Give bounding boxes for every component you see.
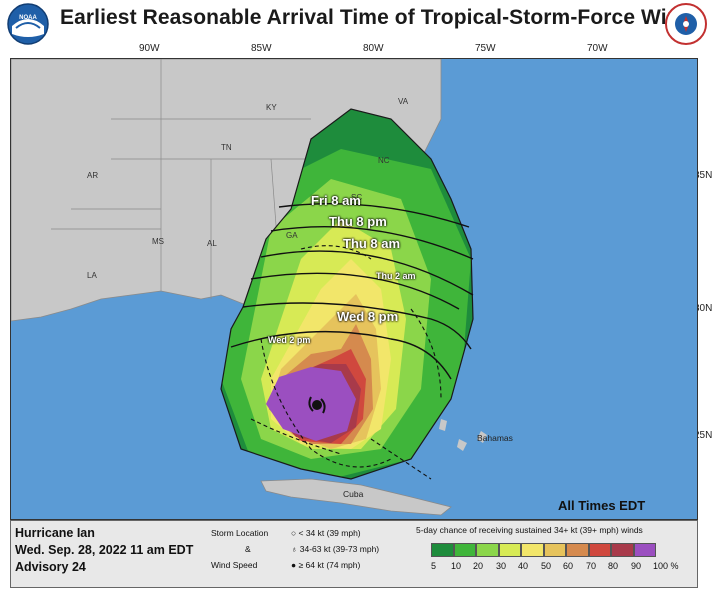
tropical-storm-icon: ♁ [291,544,300,554]
time-label-thu-8am: Thu 8 am [343,236,401,251]
prob-swatch-30 [498,543,521,557]
prob-tick-20: 20 [473,561,484,571]
noaa-logo: NOAA [7,3,49,45]
time-label-wed-2pm: Wed 2 pm [268,335,311,345]
state-label-ga: GA [286,231,298,240]
prob-tick-60: 60 [563,561,574,571]
time-label-fri-8am: Fri 8 am [311,193,361,208]
prob-swatch-5 [431,543,454,557]
longitude-labels: 90W 85W 80W 75W 70W [0,40,716,58]
prob-tick-70: 70 [586,561,597,571]
legend: Hurricane Ian Wed. Sep. 28, 2022 11 am E… [10,520,698,588]
wind-34-63-label: 34-63 kt (39-73 mph) [299,544,380,554]
state-label-ms: MS [152,237,164,246]
probability-color-bar [431,543,656,557]
land-cuba [260,478,452,516]
map: KY VA TN NC AR SC MS AL GA LA Bahamas Cu… [10,58,698,520]
lon-label-70w: 70W [587,43,608,54]
prob-tick-90: 90 [631,561,642,571]
land-bahamas [439,419,487,451]
prob-tick-10: 10 [451,561,462,571]
header: NOAA Earliest Reasonable Arrival Time of… [0,0,716,48]
map-canvas [11,59,697,519]
wind-lt34: ○ < 34 kt (39 mph) [291,525,379,541]
key-wind-speed: Wind Speed [211,560,258,570]
prob-swatch-10 [453,543,476,557]
lon-label-75w: 75W [475,43,496,54]
prob-swatch-60 [566,543,589,557]
circle-icon: ○ [291,528,299,538]
prob-swatch-70 [588,543,611,557]
state-label-tn: TN [221,143,232,152]
wind-ge64-label: ≥ 64 kt (74 mph) [298,560,361,570]
lon-label-90w: 90W [139,43,160,54]
storm-info: Hurricane Ian Wed. Sep. 28, 2022 11 am E… [15,525,193,576]
prob-tick-100: 100 % [653,561,679,571]
page-title: Earliest Reasonable Arrival Time of Trop… [60,6,705,29]
time-label-thu-2am: Thu 2 am [376,271,416,281]
advisory-date: Wed. Sep. 28, 2022 11 am EDT [15,543,194,557]
prob-tick-5: 5 [431,561,437,571]
lat-label-30n: 30N [694,303,713,314]
key-amp: & [245,544,251,554]
wind-ge64: ● ≥ 64 kt (74 mph) [291,557,379,573]
state-label-va: VA [398,97,409,106]
storm-name: Hurricane Ian [15,526,95,540]
state-label-nc: NC [378,156,390,165]
probability-title: 5-day chance of receiving sustained 34+ … [416,525,643,535]
key-storm-location: Storm Location [211,528,269,538]
time-label-wed-8pm: Wed 8 pm [337,309,399,324]
lat-label-35n: 35N [694,170,713,181]
place-label-cuba: Cuba [343,489,364,499]
probability-ticks: 5 10 20 30 40 50 60 70 80 90 100 % [431,561,691,575]
prob-tick-30: 30 [496,561,507,571]
state-label-sc: SC [351,193,363,202]
wind-lt34-label: < 34 kt (39 mph) [298,528,361,538]
cone-outline [220,108,474,480]
prob-swatch-50 [543,543,566,557]
wind-34-63: ♁ 34-63 kt (39-73 mph) [291,541,379,557]
time-label-thu-8pm: Thu 8 pm [329,214,387,229]
probability-cone [221,109,473,479]
state-label-ky: KY [266,103,277,112]
wind-key-values: ○ < 34 kt (39 mph) ♁ 34-63 kt (39-73 mph… [291,525,379,573]
state-label-la: LA [87,271,97,280]
advisory-number: Advisory 24 [15,560,86,574]
track-dashes [250,245,442,480]
storm-location-icon [308,396,326,414]
time-contours [230,203,474,380]
wind-key-labels: Storm Location & Wind Speed [211,525,268,573]
prob-tick-40: 40 [518,561,529,571]
lon-label-80w: 80W [363,43,384,54]
svg-text:NOAA: NOAA [19,15,37,21]
nws-logo [665,3,707,45]
lat-label-25n: 25N [694,430,713,441]
prob-swatch-80 [611,543,634,557]
place-label-bahamas: Bahamas [477,433,513,443]
all-times-note: All Times EDT [558,498,646,513]
lon-label-85w: 85W [251,43,272,54]
state-label-al: AL [207,239,217,248]
prob-tick-80: 80 [608,561,619,571]
prob-swatch-90 [633,543,656,557]
hurricane-icon: ● [291,560,299,570]
state-label-ar: AR [87,171,99,180]
prob-swatch-20 [476,543,499,557]
prob-tick-50: 50 [541,561,552,571]
prob-swatch-40 [521,543,544,557]
